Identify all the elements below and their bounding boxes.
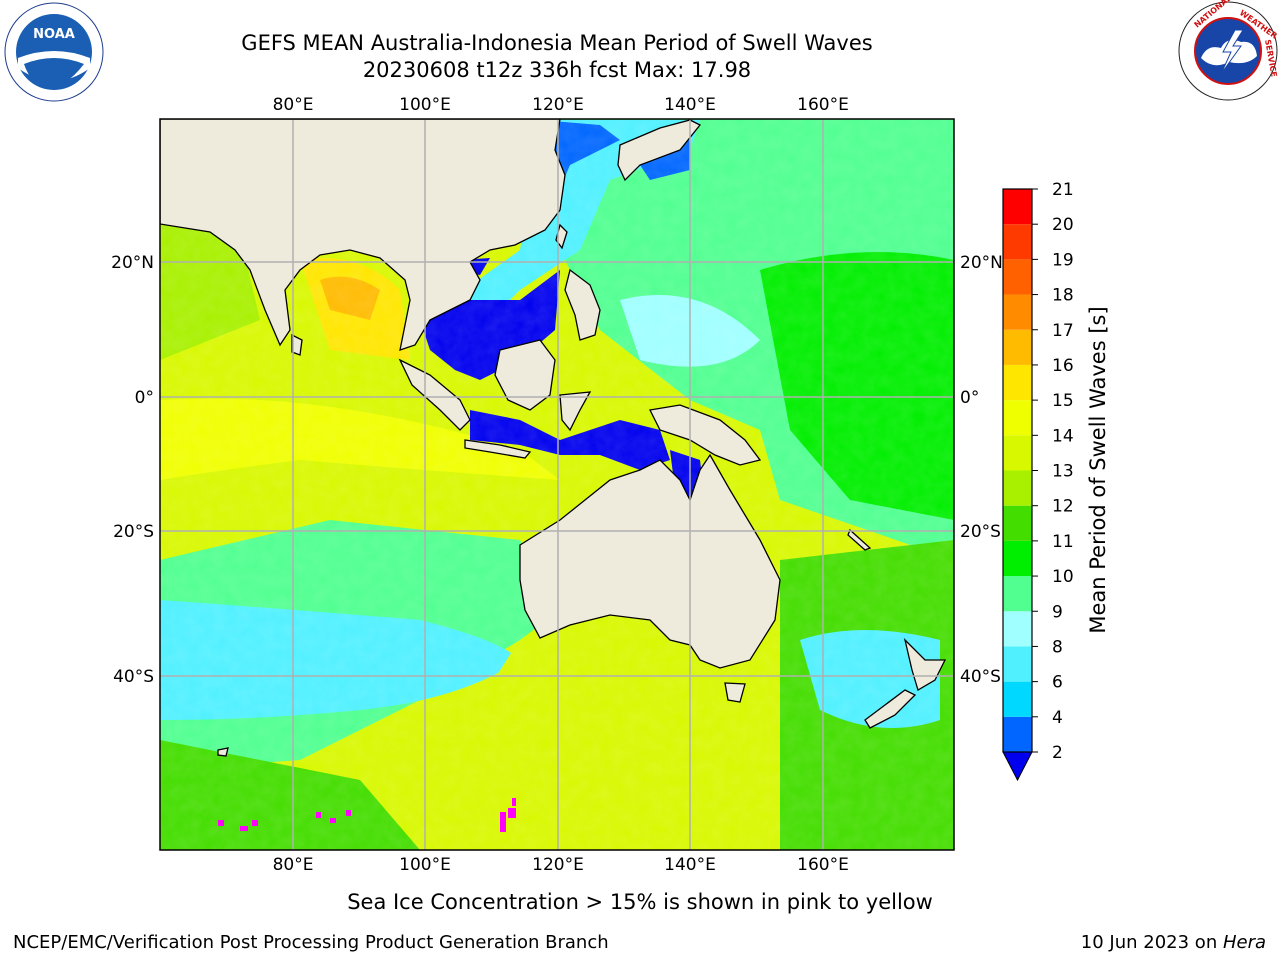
colorbar-tick-label: 13	[1052, 462, 1074, 482]
colorbar-segment	[1003, 646, 1032, 682]
colorbar-segment	[1003, 435, 1032, 471]
colorbar-tick-label: 21	[1052, 180, 1074, 200]
colorbar-segment	[1003, 470, 1032, 506]
lat-labels-left: 20°N 0° 20°S 40°S	[111, 253, 154, 687]
colorbar-segment	[1003, 364, 1032, 401]
colorbar-segment	[1003, 540, 1032, 577]
colorbar-segment	[1003, 329, 1032, 365]
colorbar-tick-label: 4	[1052, 708, 1063, 728]
land-masses	[160, 119, 947, 757]
colorbar-segment	[1003, 259, 1032, 295]
footer-machine: Hera	[1222, 932, 1266, 953]
lat-label: 20°N	[960, 253, 1003, 273]
footer-date-text: 10 Jun 2023 on	[1080, 932, 1223, 953]
colorbar-tick-label: 8	[1052, 637, 1063, 657]
lat-label: 20°S	[960, 522, 1001, 542]
map-frame	[159, 118, 955, 851]
colorbar-segment	[1003, 224, 1032, 260]
colorbar-segment	[1003, 611, 1032, 647]
lon-label: 160°E	[797, 855, 849, 875]
sea-ice-note: Sea Ice Concentration > 15% is shown in …	[347, 890, 933, 914]
colorbar-segment	[1003, 576, 1032, 612]
lat-label: 40°S	[113, 667, 154, 687]
lon-label: 100°E	[399, 95, 451, 115]
graticule	[160, 119, 954, 850]
colorbar-segment	[1003, 189, 1032, 225]
lat-labels-right: 20°N 0° 20°S 40°S	[960, 253, 1003, 687]
lon-label: 120°E	[532, 95, 584, 115]
lon-labels-bottom: 80°E 100°E 120°E 140°E 160°E	[273, 855, 849, 875]
colorbar-tick-label: 15	[1052, 391, 1074, 411]
colorbar-segment	[1003, 716, 1032, 752]
colorbar-tick-label: 2	[1052, 743, 1063, 763]
lat-label: 0°	[135, 388, 154, 408]
colorbar-label: Mean Period of Swell Waves [s]	[1086, 306, 1110, 634]
colorbar-extend-triangle	[1002, 751, 1033, 782]
colorbar-segment	[1003, 505, 1032, 541]
lon-label: 80°E	[273, 95, 314, 115]
lon-label: 120°E	[532, 855, 584, 875]
colorbar-tick-label: 11	[1052, 532, 1074, 552]
map-panel	[160, 119, 954, 850]
map-title: GEFS MEAN Australia-Indonesia Mean Perio…	[241, 31, 873, 55]
colorbar-segment	[1003, 294, 1032, 330]
colorbar-tick-label: 16	[1052, 356, 1074, 376]
noaa-logo: NOAA	[4, 2, 104, 102]
lat-label: 20°N	[111, 253, 154, 273]
sea-ice-patches	[218, 798, 516, 832]
lon-labels-top: 80°E 100°E 120°E 140°E 160°E	[273, 95, 849, 115]
lon-label: 80°E	[273, 855, 314, 875]
colorbar-segment	[1003, 400, 1032, 436]
lat-label: 20°S	[113, 522, 154, 542]
colorbar-tick-label: 19	[1052, 250, 1074, 270]
colorbar-segment	[1003, 681, 1032, 717]
lat-label: 40°S	[960, 667, 1001, 687]
lon-label: 140°E	[664, 855, 716, 875]
colorbar: 2 4 6 8 9 10 11 12 13 14 15 16 17 18 19 20 21	[1002, 180, 1074, 782]
nws-logo: NATIONAL WEATHER SERVICE	[1178, 0, 1279, 101]
footer-date: 10 Jun 2023 on Hera	[1081, 932, 1266, 953]
colorbar-tick-label: 18	[1052, 286, 1074, 306]
colorbar-tick-label: 20	[1052, 215, 1074, 235]
lon-label: 100°E	[399, 855, 451, 875]
colorbar-tick-label: 12	[1052, 497, 1074, 517]
map-subtitle: 20230608 t12z 336h fcst Max: 17.98	[362, 58, 752, 82]
colorbar-tick-label: 6	[1052, 673, 1063, 693]
colorbar-tick-label: 10	[1052, 567, 1074, 587]
colorbar-tick-label: 17	[1052, 321, 1074, 341]
footer-credit: NCEP/EMC/Verification Post Processing Pr…	[13, 932, 609, 953]
lon-label: 160°E	[797, 95, 849, 115]
noaa-logo-text: NOAA	[33, 27, 75, 42]
lon-label: 140°E	[664, 95, 716, 115]
lat-label: 0°	[960, 388, 979, 408]
colorbar-tick-label: 14	[1052, 426, 1074, 446]
colorbar-tick-label: 9	[1052, 602, 1063, 622]
